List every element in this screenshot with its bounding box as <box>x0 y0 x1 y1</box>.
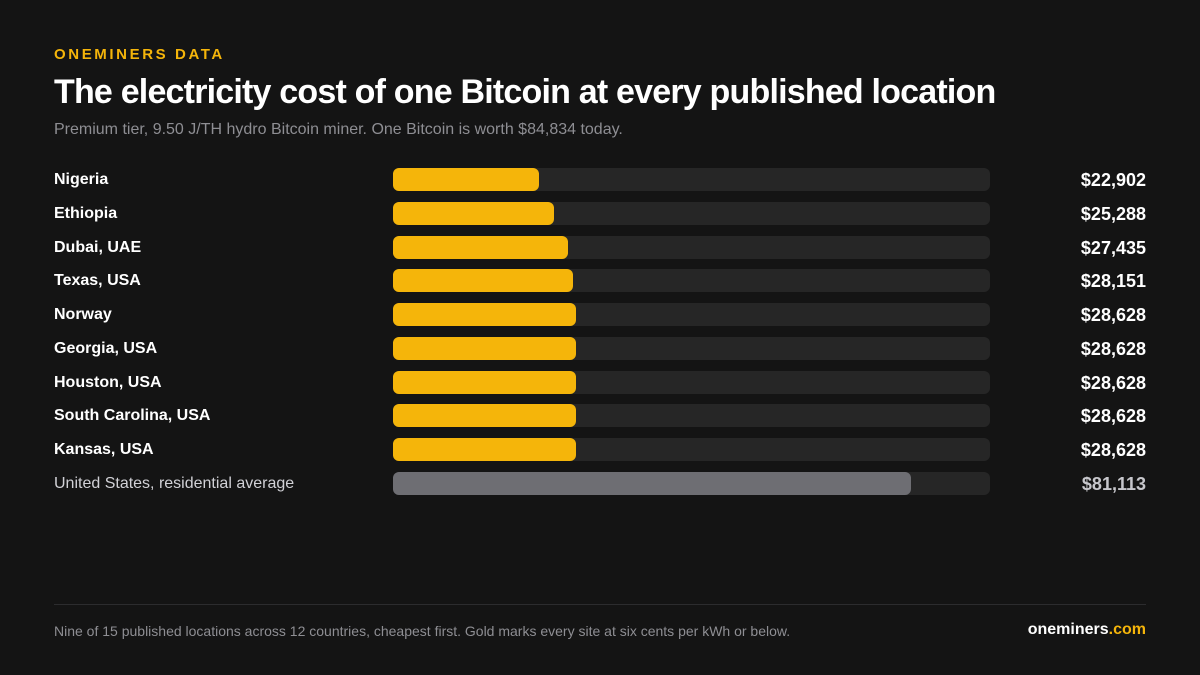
eyebrow-label: ONEMINERS DATA <box>54 46 225 63</box>
bar-row: Ethiopia $25,288 <box>0 197 1200 231</box>
bar-row: Dubai, UAE $27,435 <box>0 231 1200 265</box>
bar <box>393 336 576 360</box>
footnote: Nine of 15 published locations across 12… <box>54 623 791 639</box>
bar <box>393 404 576 428</box>
bar-label: Nigeria <box>54 171 109 188</box>
bar-label: South Carolina, USA <box>54 407 211 425</box>
bar-value-label: $28,628 <box>1080 406 1146 427</box>
brand-tld: .com <box>1108 621 1146 638</box>
bar-row: Texas, USA $28,151 <box>0 264 1200 298</box>
bar-value-label: $28,628 <box>1080 372 1146 393</box>
bar-value-label: $28,628 <box>1080 440 1146 460</box>
bar-chart: Nigeria $22,902 Ethiopia $25,288 Dubai, UAE $… <box>0 163 1200 501</box>
bar-row: Houston, USA $28,628 <box>0 366 1200 400</box>
bar-row: United States, residential average $81,11… <box>0 467 1200 501</box>
bar-label: Ethiopia <box>54 204 118 222</box>
bar <box>393 303 576 326</box>
bar-label: Georgia, USA <box>54 339 158 357</box>
brand-name: oneminers <box>1027 621 1109 638</box>
bar <box>393 235 568 259</box>
bar-track <box>393 201 990 225</box>
bar <box>393 269 573 293</box>
bar-track <box>393 269 990 293</box>
bar-row: Kansas, USA $28,628 <box>0 433 1200 467</box>
bar-value-label: $81,113 <box>1081 473 1146 494</box>
bar-label: Texas, USA <box>54 272 141 290</box>
bar-value-label: $27,435 <box>1080 237 1146 258</box>
bar <box>393 471 911 495</box>
bar <box>393 370 576 394</box>
bar-track <box>393 370 990 394</box>
bar-label: Norway <box>54 306 112 323</box>
bar-value-label: $28,151 <box>1080 271 1146 292</box>
bar-row: Georgia, USA $28,628 <box>0 332 1200 366</box>
bar-track <box>393 438 990 461</box>
bar-label: Houston, USA <box>54 373 162 391</box>
bar-label: Dubai, UAE <box>54 238 142 256</box>
footer-divider <box>54 604 1146 605</box>
bar-value-label: $28,628 <box>1080 338 1146 359</box>
bar-value-label: $25,288 <box>1080 203 1146 224</box>
bar-value-label: $28,628 <box>1080 305 1146 325</box>
bar-track <box>393 471 990 495</box>
bar-label: Kansas, USA <box>54 441 154 458</box>
bar-track <box>393 303 990 326</box>
bar-track <box>393 336 990 360</box>
bar-row: Nigeria $22,902 <box>0 163 1200 197</box>
bar-row: South Carolina, USA $28,628 <box>0 399 1200 433</box>
bar <box>393 168 539 191</box>
bar-track <box>393 168 990 191</box>
bar-label: United States, residential average <box>54 474 295 492</box>
bar-value-label: $22,902 <box>1080 170 1146 190</box>
bar <box>393 201 554 225</box>
bar <box>393 438 576 461</box>
brand-wordmark[interactable]: oneminers.com <box>1028 621 1146 639</box>
chart-subtitle: Premium tier, 9.50 J/TH hydro Bitcoin mi… <box>54 121 623 138</box>
bar-track <box>393 235 990 259</box>
bar-track <box>393 404 990 428</box>
bar-row: Norway $28,628 <box>0 298 1200 332</box>
chart-title: The electricity cost of one Bitcoin at e… <box>54 73 996 111</box>
